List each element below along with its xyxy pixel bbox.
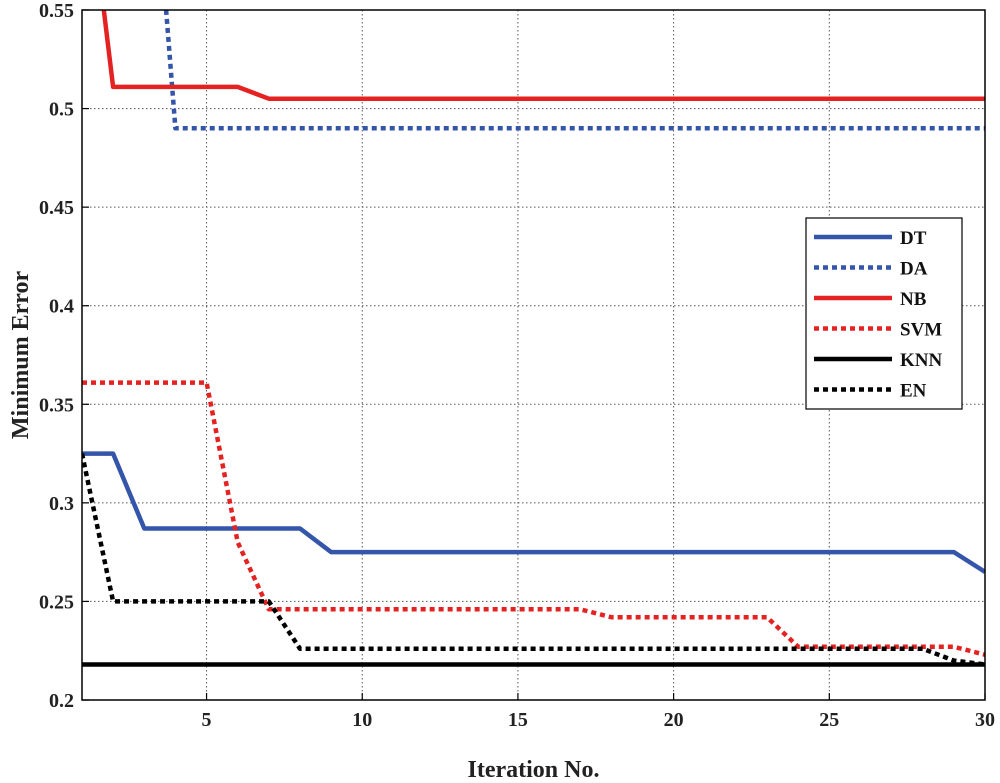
series-line-nb — [101, 10, 985, 101]
axes-box — [81, 9, 986, 701]
legend-label-svm: SVM — [900, 320, 942, 341]
x-tick-label: 5 — [202, 709, 212, 731]
x-tick-label: 10 — [352, 709, 372, 731]
y-tick-label: 0.5 — [49, 99, 74, 121]
x-tick-label: 20 — [664, 709, 684, 731]
x-axis-label: Iteration No. — [468, 757, 600, 783]
series-line-en — [82, 453, 985, 667]
x-tick-label: 25 — [819, 709, 839, 731]
y-tick-label: 0.2 — [49, 690, 74, 712]
y-tick-label: 0.4 — [49, 296, 74, 318]
series-lines — [82, 10, 985, 667]
y-tick-label: 0.45 — [39, 197, 74, 219]
x-tick-label: 15 — [508, 709, 528, 731]
y-tick-label: 0.25 — [39, 591, 74, 613]
legend-label-dt: DT — [900, 228, 927, 249]
legend: DT DA NB SVM KNN EN — [805, 217, 963, 410]
x-tick-label: 30 — [975, 709, 995, 731]
series-line-dt — [82, 451, 985, 574]
legend-label-da: DA — [900, 259, 928, 280]
series-line-da — [163, 10, 985, 131]
legend-label-nb: NB — [900, 289, 927, 310]
y-tick-label: 0.3 — [49, 493, 74, 515]
y-tick-label: 0.35 — [39, 394, 74, 416]
legend-box — [805, 217, 963, 410]
legend-label-knn: KNN — [900, 350, 943, 371]
y-axis-label: Minimum Error — [8, 271, 34, 440]
series-line-svm — [82, 380, 985, 657]
y-tick-label: 0.55 — [39, 0, 74, 22]
legend-label-en: EN — [900, 381, 927, 402]
tick-labels: 5 10 15 20 25 30 0.2 0.25 0.3 0.35 0.4 0.45 0.5 0.55 — [39, 0, 995, 731]
